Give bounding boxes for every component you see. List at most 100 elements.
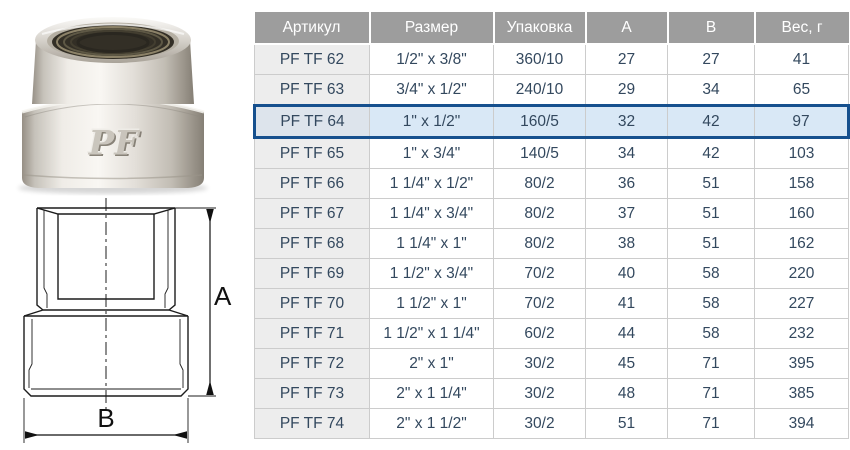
cell-dim-b: 51	[667, 168, 755, 199]
cell-dim-b: 27	[667, 43, 755, 75]
spec-table: Артикул Размер Упаковка A B Вес, г PF TF…	[253, 12, 850, 439]
col-header-dim-b: B	[666, 12, 756, 45]
col-header-weight: Вес, г	[753, 12, 849, 45]
cell-article: PF TF 68	[254, 228, 370, 259]
table-row[interactable]: PF TF 73 2" x 1 1/4" 30/2 48 71 385	[254, 378, 849, 409]
technical-drawing: A B	[23, 198, 232, 443]
cell-size: 1 1/2" x 1"	[369, 288, 494, 319]
cell-size: 1 1/4" x 1"	[369, 228, 494, 259]
table-row[interactable]: PF TF 65 1" x 3/4" 140/5 34 42 103	[254, 137, 849, 169]
cell-weight: 160	[754, 198, 849, 229]
cell-article: PF TF 70	[254, 288, 370, 319]
cell-weight: 41	[754, 43, 849, 75]
cell-article: PF TF 71	[254, 318, 370, 349]
fitting-threaded-opening	[35, 17, 191, 63]
cell-dim-a: 51	[585, 408, 668, 439]
cell-dim-a: 48	[585, 378, 668, 409]
cell-package: 60/2	[493, 318, 586, 349]
pf-logo-highlight: PF	[87, 122, 141, 162]
table-row[interactable]: PF TF 62 1/2" x 3/8" 360/10 27 27 41	[254, 43, 849, 75]
cell-size: 1 1/2" x 1 1/4"	[369, 318, 494, 349]
table-row[interactable]: PF TF 71 1 1/2" x 1 1/4" 60/2 44 58 232	[254, 318, 849, 349]
cell-dim-b: 51	[667, 228, 755, 259]
cell-package: 360/10	[493, 43, 586, 75]
cell-dim-a: 27	[585, 43, 668, 75]
cell-dim-b: 71	[667, 348, 755, 379]
cell-package: 70/2	[493, 258, 586, 289]
cell-size: 2" x 1 1/2"	[369, 408, 494, 439]
product-photo: PF PF PF	[18, 17, 208, 194]
cell-size: 1" x 1/2"	[369, 104, 494, 139]
header-row: Артикул Размер Упаковка A B Вес, г	[254, 12, 849, 45]
cell-package: 80/2	[493, 198, 586, 229]
cell-package: 70/2	[493, 288, 586, 319]
cell-size: 2" x 1"	[369, 348, 494, 379]
cell-article: PF TF 64	[253, 104, 370, 139]
cell-weight: 232	[754, 318, 849, 349]
cell-article: PF TF 67	[254, 198, 370, 229]
cell-article: PF TF 66	[254, 168, 370, 199]
cell-dim-b: 71	[667, 408, 755, 439]
dimension-line-a: A	[175, 207, 232, 397]
cell-article: PF TF 62	[254, 43, 370, 75]
table-row[interactable]: PF TF 69 1 1/2" x 3/4" 70/2 40 58 220	[254, 258, 849, 289]
col-header-size: Размер	[368, 12, 495, 45]
cell-size: 1 1/2" x 3/4"	[369, 258, 494, 289]
cell-size: 1 1/4" x 1/2"	[369, 168, 494, 199]
cell-dim-b: 51	[667, 198, 755, 229]
cell-dim-a: 34	[585, 137, 668, 169]
part-outline	[23, 207, 189, 397]
col-header-article: Артикул	[254, 12, 371, 45]
cell-weight: 158	[754, 168, 849, 199]
cell-package: 30/2	[493, 378, 586, 409]
table-row[interactable]: PF TF 64 1" x 1/2" 160/5 32 42 97	[253, 104, 850, 139]
cell-dim-b: 34	[667, 74, 755, 106]
cell-weight: 395	[754, 348, 849, 379]
table-row[interactable]: PF TF 74 2" x 1 1/2" 30/2 51 71 394	[254, 408, 849, 439]
cell-dim-b: 71	[667, 378, 755, 409]
cell-dim-b: 42	[667, 104, 755, 139]
table-row[interactable]: PF TF 67 1 1/4" x 3/4" 80/2 37 51 160	[254, 198, 849, 229]
cell-dim-a: 36	[585, 168, 668, 199]
cell-package: 160/5	[493, 104, 586, 139]
product-visuals: PF PF PF	[0, 0, 250, 450]
dimension-line-b: B	[23, 398, 189, 443]
cell-dim-a: 37	[585, 198, 668, 229]
pf-logo-emboss: PF PF PF	[87, 122, 143, 165]
cell-article: PF TF 63	[254, 74, 370, 106]
cell-dim-a: 32	[585, 104, 668, 139]
cell-dim-b: 58	[667, 258, 755, 289]
cell-package: 30/2	[493, 348, 586, 379]
cell-weight: 65	[754, 74, 849, 106]
table-row[interactable]: PF TF 70 1 1/2" x 1" 70/2 41 58 227	[254, 288, 849, 319]
cell-dim-a: 29	[585, 74, 668, 106]
cell-dim-a: 38	[585, 228, 668, 259]
dim-b-label: B	[97, 403, 114, 433]
part-chamfer-lines	[28, 210, 184, 390]
cell-package: 140/5	[493, 137, 586, 169]
cell-weight: 385	[754, 378, 849, 409]
cell-weight: 220	[754, 258, 849, 289]
cell-weight: 97	[754, 104, 850, 139]
cell-dim-a: 41	[585, 288, 668, 319]
cell-dim-b: 58	[667, 288, 755, 319]
table-row[interactable]: PF TF 68 1 1/4" x 1" 80/2 38 51 162	[254, 228, 849, 259]
cell-article: PF TF 74	[254, 408, 370, 439]
col-header-package: Упаковка	[492, 12, 587, 45]
cell-dim-b: 58	[667, 318, 755, 349]
table-body: PF TF 62 1/2" x 3/8" 360/10 27 27 41 PF …	[253, 43, 850, 439]
cell-size: 1" x 3/4"	[369, 137, 494, 169]
cell-package: 80/2	[493, 228, 586, 259]
table-row[interactable]: PF TF 63 3/4" x 1/2" 240/10 29 34 65	[254, 74, 849, 106]
cell-dim-a: 40	[585, 258, 668, 289]
cell-article: PF TF 72	[254, 348, 370, 379]
cell-dim-a: 44	[585, 318, 668, 349]
cell-weight: 103	[754, 137, 849, 169]
col-header-dim-a: A	[584, 12, 669, 45]
table-row[interactable]: PF TF 66 1 1/4" x 1/2" 80/2 36 51 158	[254, 168, 849, 199]
table-row[interactable]: PF TF 72 2" x 1" 30/2 45 71 395	[254, 348, 849, 379]
cell-dim-b: 42	[667, 137, 755, 169]
pf-logo-face: PF	[88, 124, 142, 164]
cell-weight: 227	[754, 288, 849, 319]
cell-article: PF TF 69	[254, 258, 370, 289]
